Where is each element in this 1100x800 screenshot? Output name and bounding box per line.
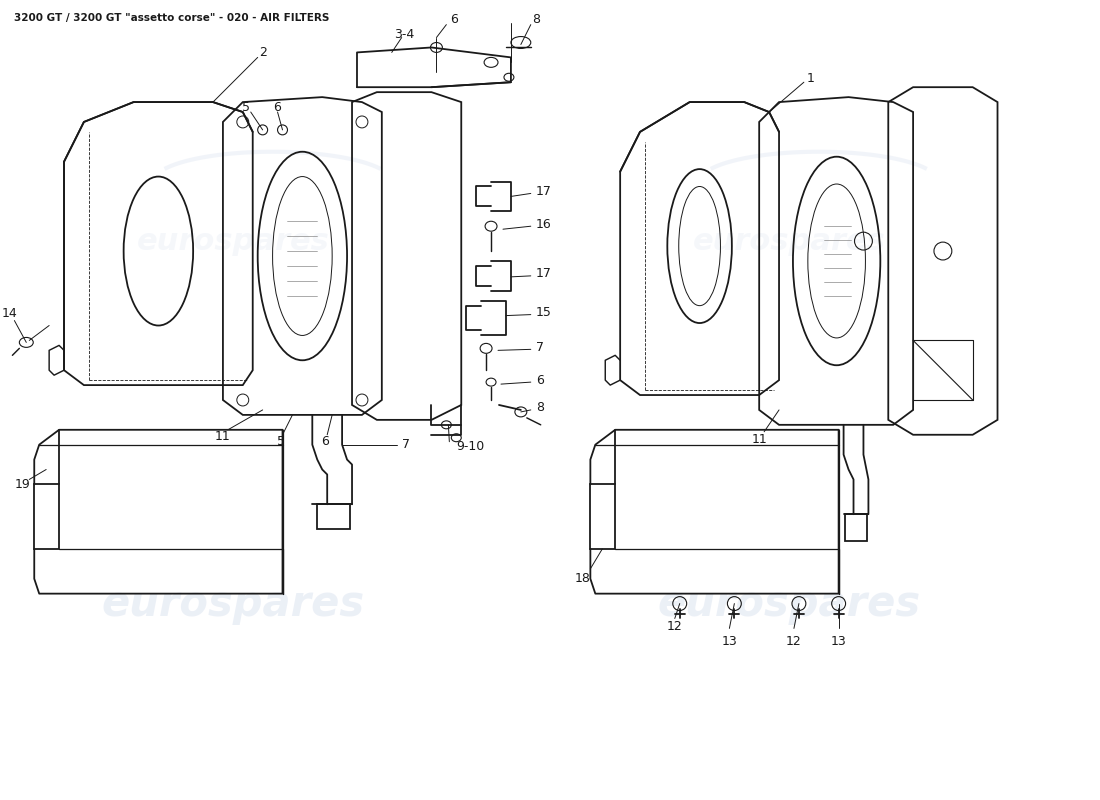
Text: eurospares: eurospares [101,582,364,625]
Text: 13: 13 [722,635,737,648]
Text: 19: 19 [14,478,30,491]
Text: eurospares: eurospares [693,226,886,256]
Text: 18: 18 [574,572,591,586]
Text: 13: 13 [830,635,847,648]
Text: 3-4: 3-4 [395,28,415,41]
Text: 11: 11 [216,430,231,443]
Text: 9-10: 9-10 [456,440,484,453]
Text: 2: 2 [258,46,266,59]
Text: 6: 6 [321,435,329,448]
Text: 15: 15 [536,306,551,319]
Text: 14: 14 [1,307,18,320]
Text: eurospares: eurospares [658,582,921,625]
Text: 12: 12 [786,635,802,648]
Text: eurospares: eurospares [136,226,329,256]
Text: 12: 12 [667,620,683,633]
Text: 8: 8 [536,402,543,414]
Text: 8: 8 [531,13,540,26]
Text: 5: 5 [276,435,285,448]
Text: 5: 5 [242,101,250,114]
Text: 11: 11 [751,434,767,446]
Text: 3200 GT / 3200 GT "assetto corse" - 020 - AIR FILTERS: 3200 GT / 3200 GT "assetto corse" - 020 … [14,13,330,22]
Text: 7: 7 [536,341,543,354]
Text: 16: 16 [536,218,551,230]
Text: 6: 6 [536,374,543,386]
Text: 6: 6 [274,101,282,114]
Text: 17: 17 [536,267,551,280]
Text: 17: 17 [536,185,551,198]
Text: 6: 6 [450,13,459,26]
Text: 1: 1 [807,72,815,85]
Text: 7: 7 [402,438,409,451]
